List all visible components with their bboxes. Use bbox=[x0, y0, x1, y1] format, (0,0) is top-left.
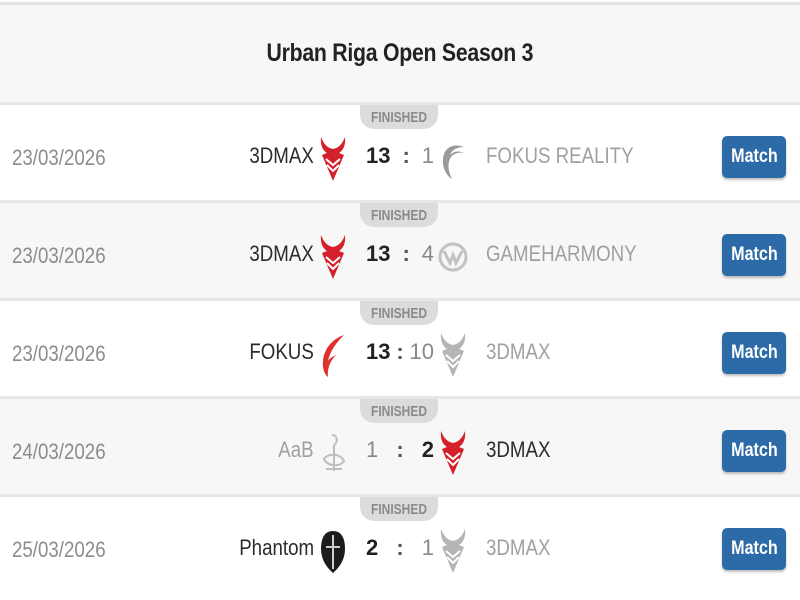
match-button-label: Match bbox=[730, 440, 778, 461]
score: 13 : 4 bbox=[366, 241, 434, 267]
status-text: FINISHED bbox=[370, 206, 427, 224]
team2-name[interactable]: GAMEHARMONY bbox=[486, 241, 637, 266]
phantom-helmet-logo-icon bbox=[318, 527, 348, 575]
status-badge: FINISHED bbox=[360, 497, 438, 521]
match-date: 25/03/2026 bbox=[12, 537, 106, 562]
match-button[interactable]: Match bbox=[722, 234, 786, 276]
status-badge: FINISHED bbox=[360, 399, 438, 423]
team1-score: 13 bbox=[366, 241, 391, 266]
team2-score: 2 bbox=[421, 437, 434, 462]
team1-name[interactable]: AaB bbox=[278, 437, 314, 462]
match-row: FINISHED 24/03/2026 AaB 1 : 2 3DMAX Matc… bbox=[0, 396, 800, 494]
tournament-title: Urban Riga Open Season 3 bbox=[266, 39, 534, 67]
team1-name[interactable]: 3DMAX bbox=[249, 143, 314, 168]
team1-score: 13 bbox=[366, 339, 391, 364]
match-button[interactable]: Match bbox=[722, 528, 786, 570]
status-badge: FINISHED bbox=[360, 203, 438, 227]
team2-score: 1 bbox=[421, 535, 434, 560]
match-row: FINISHED 25/03/2026 Phantom 2 : 1 3DMAX … bbox=[0, 494, 800, 592]
match-date: 23/03/2026 bbox=[12, 341, 106, 366]
score: 1 : 2 bbox=[366, 437, 434, 463]
team1-score: 1 bbox=[366, 437, 379, 462]
match-row: FINISHED 23/03/2026 3DMAX 13 : 1 FOKUS R… bbox=[0, 102, 800, 200]
fokus-red-logo-icon bbox=[318, 331, 348, 379]
red-devil-logo-icon bbox=[438, 429, 468, 477]
team1-name[interactable]: 3DMAX bbox=[249, 241, 314, 266]
match-date: 23/03/2026 bbox=[12, 243, 106, 268]
match-button-label: Match bbox=[730, 146, 778, 167]
team2-name[interactable]: 3DMAX bbox=[486, 535, 551, 560]
team1-name[interactable]: Phantom bbox=[239, 535, 314, 560]
score: 13 : 10 bbox=[366, 339, 434, 365]
score-separator: : bbox=[402, 241, 410, 266]
match-date: 23/03/2026 bbox=[12, 145, 106, 170]
match-row: FINISHED 23/03/2026 FOKUS 13 : 10 3DMAX … bbox=[0, 298, 800, 396]
top-divider bbox=[0, 2, 800, 5]
team1-name[interactable]: FOKUS bbox=[249, 339, 314, 364]
red-devil-logo-icon bbox=[318, 135, 348, 183]
status-text: FINISHED bbox=[370, 500, 427, 518]
status-text: FINISHED bbox=[370, 304, 427, 322]
match-button[interactable]: Match bbox=[722, 136, 786, 178]
match-button-label: Match bbox=[730, 244, 778, 265]
team2-name[interactable]: FOKUS REALITY bbox=[486, 143, 634, 168]
score: 13 : 1 bbox=[366, 143, 434, 169]
match-button-label: Match bbox=[730, 342, 778, 363]
status-text: FINISHED bbox=[370, 402, 427, 420]
match-button[interactable]: Match bbox=[722, 430, 786, 472]
team2-score: 4 bbox=[421, 241, 434, 266]
match-button[interactable]: Match bbox=[722, 332, 786, 374]
fokus-f-logo-icon bbox=[438, 135, 468, 183]
match-button-label: Match bbox=[730, 538, 778, 559]
match-row: FINISHED 23/03/2026 3DMAX 13 : 4 GAMEHAR… bbox=[0, 200, 800, 298]
devil-logo-icon bbox=[438, 527, 468, 575]
aab-logo-icon bbox=[318, 429, 348, 477]
tournament-header: Urban Riga Open Season 3 bbox=[0, 5, 800, 102]
gameharmony-logo-icon bbox=[438, 233, 468, 281]
team2-score: 10 bbox=[409, 339, 434, 364]
match-date: 24/03/2026 bbox=[12, 439, 106, 464]
team1-score: 2 bbox=[366, 535, 379, 560]
devil-logo-icon bbox=[438, 331, 468, 379]
score-separator: : bbox=[402, 143, 410, 168]
red-devil-logo-icon bbox=[318, 233, 348, 281]
score-separator: : bbox=[396, 535, 404, 560]
team2-name[interactable]: 3DMAX bbox=[486, 339, 551, 364]
team2-score: 1 bbox=[421, 143, 434, 168]
team2-name[interactable]: 3DMAX bbox=[486, 437, 551, 462]
score-separator: : bbox=[396, 437, 404, 462]
team1-score: 13 bbox=[366, 143, 391, 168]
status-text: FINISHED bbox=[370, 108, 427, 126]
status-badge: FINISHED bbox=[360, 301, 438, 325]
score-separator: : bbox=[396, 339, 404, 364]
score: 2 : 1 bbox=[366, 535, 434, 561]
status-badge: FINISHED bbox=[360, 105, 438, 129]
